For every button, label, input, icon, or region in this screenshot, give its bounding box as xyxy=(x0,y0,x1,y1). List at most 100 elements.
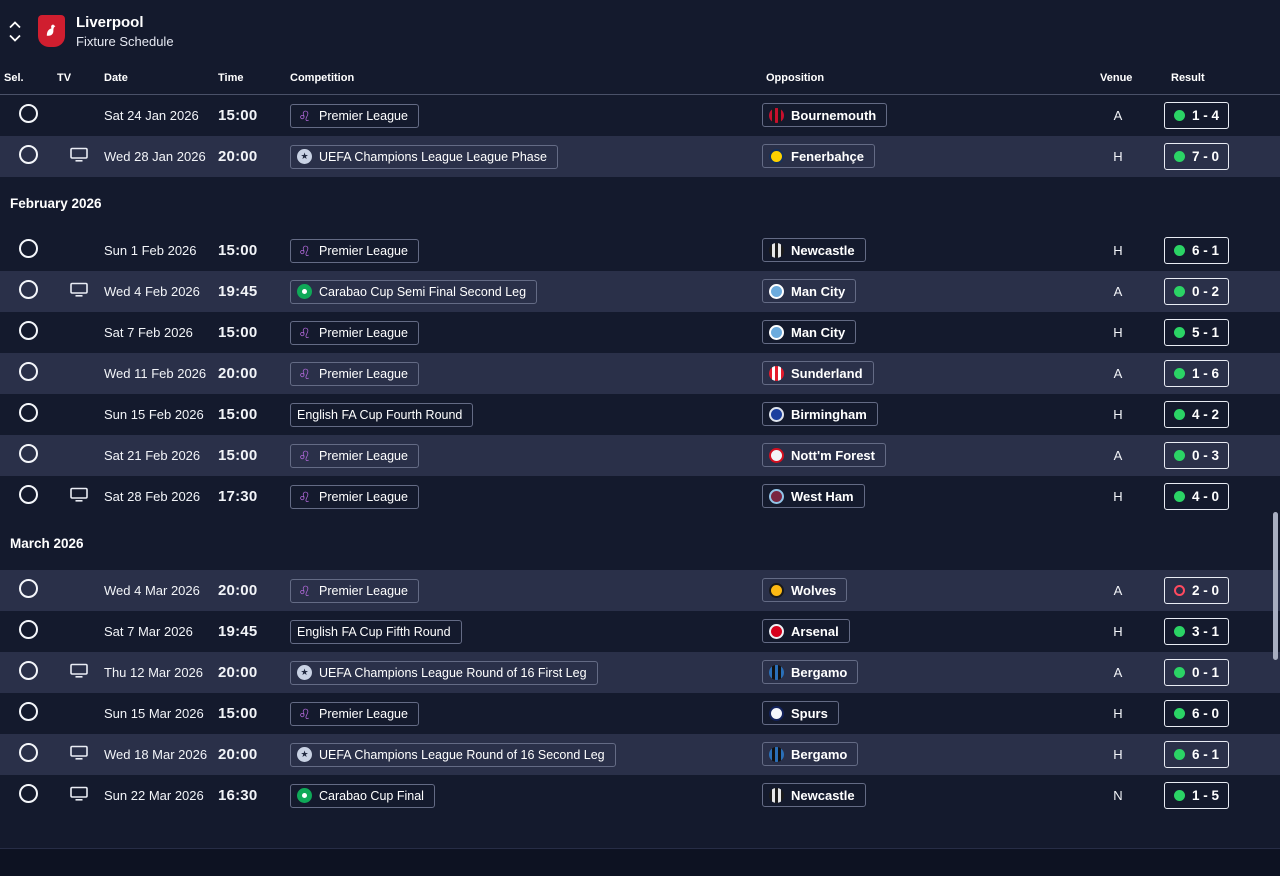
competition-pill[interactable]: Premier League xyxy=(290,103,419,128)
competition-pill[interactable]: Premier League xyxy=(290,361,419,386)
result-box[interactable]: 7 - 0 xyxy=(1164,143,1230,170)
club-crest-icon xyxy=(769,365,784,381)
chevron-down-icon[interactable] xyxy=(8,33,22,43)
select-radio[interactable] xyxy=(19,742,38,762)
opposition-pill[interactable]: Birmingham xyxy=(762,402,878,427)
result-box[interactable]: 4 - 0 xyxy=(1164,483,1230,510)
fixture-row[interactable]: Wed 18 Mar 2026 20:00 UEFA Champions Lea… xyxy=(0,734,1280,775)
col-header-result[interactable]: Result xyxy=(1171,72,1205,84)
col-header-competition[interactable]: Competition xyxy=(290,72,355,84)
page-subtitle: Fixture Schedule xyxy=(76,33,174,49)
fixture-row[interactable]: Wed 28 Jan 2026 20:00 UEFA Champions Lea… xyxy=(0,136,1280,177)
result-box[interactable]: 6 - 1 xyxy=(1164,237,1230,264)
month-label: February 2026 xyxy=(10,196,102,211)
fixture-row[interactable]: Sun 15 Mar 2026 15:00 Premier League Spu… xyxy=(0,693,1280,734)
competition-pill[interactable]: Premier League xyxy=(290,484,419,509)
result-box[interactable]: 1 - 6 xyxy=(1164,360,1230,387)
select-radio[interactable] xyxy=(19,484,38,504)
select-radio[interactable] xyxy=(19,238,38,258)
opposition-pill[interactable]: Bergamo xyxy=(762,742,859,767)
opposition-pill[interactable]: Bergamo xyxy=(762,660,859,685)
competition-pill[interactable]: Premier League xyxy=(290,443,419,468)
select-radio[interactable] xyxy=(19,783,38,803)
result-box[interactable]: 0 - 3 xyxy=(1164,442,1230,469)
fixture-row[interactable]: Sat 21 Feb 2026 15:00 Premier League Not… xyxy=(0,435,1280,476)
chevron-up-icon[interactable] xyxy=(8,20,22,30)
fixture-date: Wed 4 Mar 2026 xyxy=(104,583,200,598)
result-box[interactable]: 4 - 2 xyxy=(1164,401,1230,428)
fixture-date: Sat 28 Feb 2026 xyxy=(104,489,201,504)
fixture-row[interactable]: Sat 7 Feb 2026 15:00 Premier League Man … xyxy=(0,312,1280,353)
opposition-pill[interactable]: Man City xyxy=(762,320,857,345)
col-header-opposition[interactable]: Opposition xyxy=(766,72,825,84)
select-radio[interactable] xyxy=(19,402,38,422)
result-box[interactable]: 0 - 1 xyxy=(1164,659,1230,686)
result-box[interactable]: 0 - 2 xyxy=(1164,278,1230,305)
opposition-pill[interactable]: Newcastle xyxy=(762,238,866,263)
result-box[interactable]: 6 - 0 xyxy=(1164,700,1230,727)
opposition-label: Man City xyxy=(791,324,846,340)
col-header-sel[interactable]: Sel. xyxy=(4,72,24,84)
competition-pill[interactable]: Premier League xyxy=(290,578,419,603)
result-box[interactable]: 1 - 4 xyxy=(1164,102,1230,129)
fixture-row[interactable]: Sat 28 Feb 2026 17:30 Premier League Wes… xyxy=(0,476,1280,517)
fixture-row[interactable]: Wed 4 Feb 2026 19:45 Carabao Cup Semi Fi… xyxy=(0,271,1280,312)
competition-pill[interactable]: UEFA Champions League Round of 16 Second… xyxy=(290,742,616,767)
select-radio[interactable] xyxy=(19,144,38,164)
competition-pill[interactable]: Premier League xyxy=(290,320,419,345)
opposition-pill[interactable]: Nott'm Forest xyxy=(762,443,886,468)
fixture-row[interactable]: Wed 4 Mar 2026 20:00 Premier League Wolv… xyxy=(0,570,1280,611)
select-radio[interactable] xyxy=(19,361,38,381)
opposition-pill[interactable]: Bournemouth xyxy=(762,103,888,128)
competition-pill[interactable]: UEFA Champions League League Phase xyxy=(290,144,558,169)
competition-icon xyxy=(297,325,312,340)
fixture-row[interactable]: Sat 7 Mar 2026 19:45 English FA Cup Fift… xyxy=(0,611,1280,652)
opposition-pill[interactable]: Sunderland xyxy=(762,361,874,386)
tv-icon xyxy=(70,663,88,678)
select-radio[interactable] xyxy=(19,279,38,299)
competition-pill[interactable]: Carabao Cup Semi Final Second Leg xyxy=(290,279,538,304)
result-box[interactable]: 3 - 1 xyxy=(1164,618,1230,645)
result-box[interactable]: 6 - 1 xyxy=(1164,741,1230,768)
competition-label: Carabao Cup Final xyxy=(319,788,424,803)
col-header-venue[interactable]: Venue xyxy=(1100,72,1133,84)
select-radio[interactable] xyxy=(19,578,38,598)
select-radio[interactable] xyxy=(19,103,38,123)
opposition-pill[interactable]: West Ham xyxy=(762,484,865,509)
select-radio[interactable] xyxy=(19,443,38,463)
competition-label: UEFA Champions League League Phase xyxy=(319,149,547,164)
competition-pill[interactable]: English FA Cup Fourth Round xyxy=(290,402,474,427)
opposition-pill[interactable]: Man City xyxy=(762,279,857,304)
result-box[interactable]: 5 - 1 xyxy=(1164,319,1230,346)
competition-pill[interactable]: Carabao Cup Final xyxy=(290,783,435,808)
result-box[interactable]: 1 - 5 xyxy=(1164,782,1230,809)
fixture-row[interactable]: Wed 11 Feb 2026 20:00 Premier League Sun… xyxy=(0,353,1280,394)
col-header-date[interactable]: Date xyxy=(104,72,128,84)
competition-pill[interactable]: UEFA Champions League Round of 16 First … xyxy=(290,660,598,685)
select-radio[interactable] xyxy=(19,619,38,639)
select-radio[interactable] xyxy=(19,701,38,721)
select-radio[interactable] xyxy=(19,320,38,340)
competition-icon xyxy=(297,706,312,721)
select-radio[interactable] xyxy=(19,660,38,680)
competition-icon xyxy=(297,583,312,598)
result-box[interactable]: 2 - 0 xyxy=(1164,577,1230,604)
opposition-pill[interactable]: Wolves xyxy=(762,578,848,603)
fixture-row[interactable]: Sun 1 Feb 2026 15:00 Premier League Newc… xyxy=(0,230,1280,271)
venue: N xyxy=(1113,788,1123,803)
competition-pill[interactable]: Premier League xyxy=(290,701,419,726)
col-header-time[interactable]: Time xyxy=(218,72,244,84)
competition-pill[interactable]: Premier League xyxy=(290,238,419,263)
fixture-row[interactable]: Sun 15 Feb 2026 15:00 English FA Cup Fou… xyxy=(0,394,1280,435)
col-header-tv[interactable]: TV xyxy=(57,72,72,84)
fixture-row[interactable]: Sun 22 Mar 2026 16:30 Carabao Cup Final … xyxy=(0,775,1280,816)
opposition-pill[interactable]: Newcastle xyxy=(762,783,866,808)
fixture-row[interactable]: Sat 24 Jan 2026 15:00 Premier League Bou… xyxy=(0,95,1280,136)
competition-pill[interactable]: English FA Cup Fifth Round xyxy=(290,619,462,644)
scrollbar-thumb[interactable] xyxy=(1273,512,1278,660)
score: 1 - 4 xyxy=(1192,108,1220,123)
opposition-pill[interactable]: Spurs xyxy=(762,701,839,726)
opposition-pill[interactable]: Fenerbahçe xyxy=(762,144,875,169)
opposition-pill[interactable]: Arsenal xyxy=(762,619,850,644)
fixture-row[interactable]: Thu 12 Mar 2026 20:00 UEFA Champions Lea… xyxy=(0,652,1280,693)
